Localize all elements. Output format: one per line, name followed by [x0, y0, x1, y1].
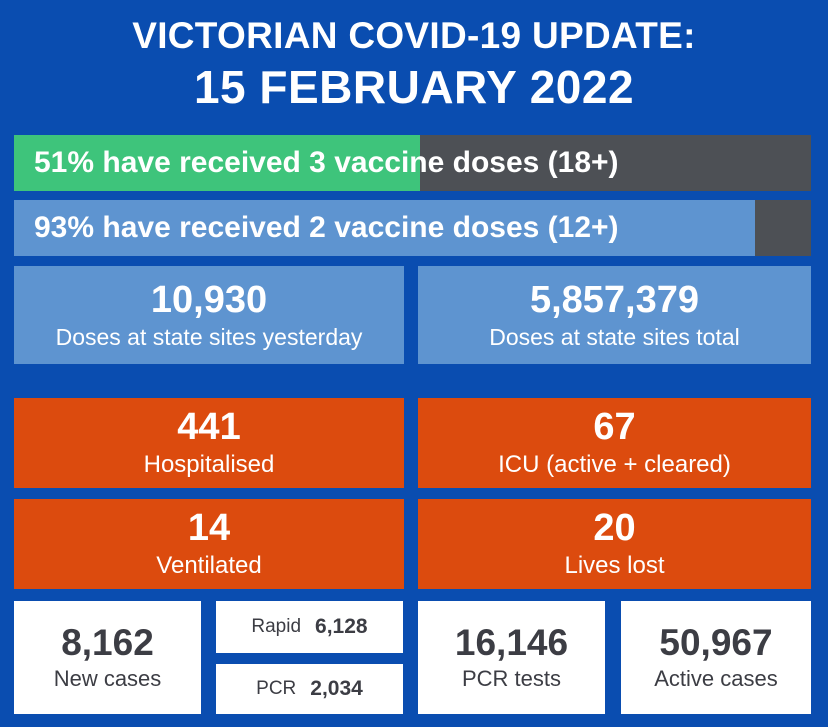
new-cases-card: 8,162 New cases	[14, 601, 201, 714]
hospitalised-card: 441 Hospitalised	[14, 398, 404, 488]
rapid-label: Rapid	[251, 616, 302, 637]
two-dose-text: 93% have received 2 vaccine doses (12+)	[34, 211, 619, 244]
two-dose-progress-fill	[14, 200, 756, 256]
active-cases-card: 50,967 Active cases	[621, 601, 811, 714]
icu-value: 67	[593, 406, 636, 448]
lives-lost-label: Lives lost	[564, 552, 665, 579]
new-cases-label: New cases	[53, 665, 162, 691]
ventilated-card: 14 Ventilated	[14, 499, 404, 589]
icu-label: ICU (active + cleared)	[498, 451, 731, 478]
three-dose-text: 51% have received 3 vaccine doses (18+)	[34, 146, 619, 179]
doses-yesterday-value: 10,930	[150, 279, 268, 321]
pcr-value: 2,034	[310, 677, 363, 700]
pcr-tests-label: PCR tests	[461, 665, 562, 691]
title-date: 15 FEBRUARY 2022	[193, 61, 635, 113]
pcr-cases-card: PCR 2,034	[216, 664, 403, 714]
doses-total-value: 5,857,379	[529, 279, 700, 321]
title-line-1: VICTORIAN COVID-19 UPDATE:	[132, 15, 696, 56]
ventilated-label: Ventilated	[156, 552, 262, 579]
doses-yesterday-card: 10,930 Doses at state sites yesterday	[14, 266, 404, 364]
three-dose-progress-bar: 51% have received 3 vaccine doses (18+)	[14, 135, 811, 191]
lives-lost-card: 20 Lives lost	[418, 499, 811, 589]
doses-yesterday-label: Doses at state sites yesterday	[55, 324, 363, 350]
three-dose-progress-fill	[14, 135, 421, 191]
active-cases-value: 50,967	[659, 621, 773, 663]
pcr-tests-card: 16,146 PCR tests	[418, 601, 605, 714]
doses-total-card: 5,857,379 Doses at state sites total	[418, 266, 811, 364]
ventilated-value: 14	[187, 507, 231, 549]
doses-total-label: Doses at state sites total	[489, 324, 740, 350]
hospitalised-value: 441	[177, 406, 241, 448]
rapid-value: 6,128	[315, 615, 368, 638]
rapid-cases-card: Rapid 6,128	[216, 601, 403, 653]
two-dose-progress-bar: 93% have received 2 vaccine doses (12+)	[14, 200, 811, 256]
icu-card: 67 ICU (active + cleared)	[418, 398, 811, 488]
pcr-label: PCR	[256, 678, 297, 699]
hospitalised-label: Hospitalised	[143, 451, 275, 478]
pcr-tests-value: 16,146	[454, 621, 569, 663]
new-cases-value: 8,162	[61, 621, 154, 663]
lives-lost-value: 20	[593, 507, 636, 549]
active-cases-label: Active cases	[654, 665, 778, 691]
